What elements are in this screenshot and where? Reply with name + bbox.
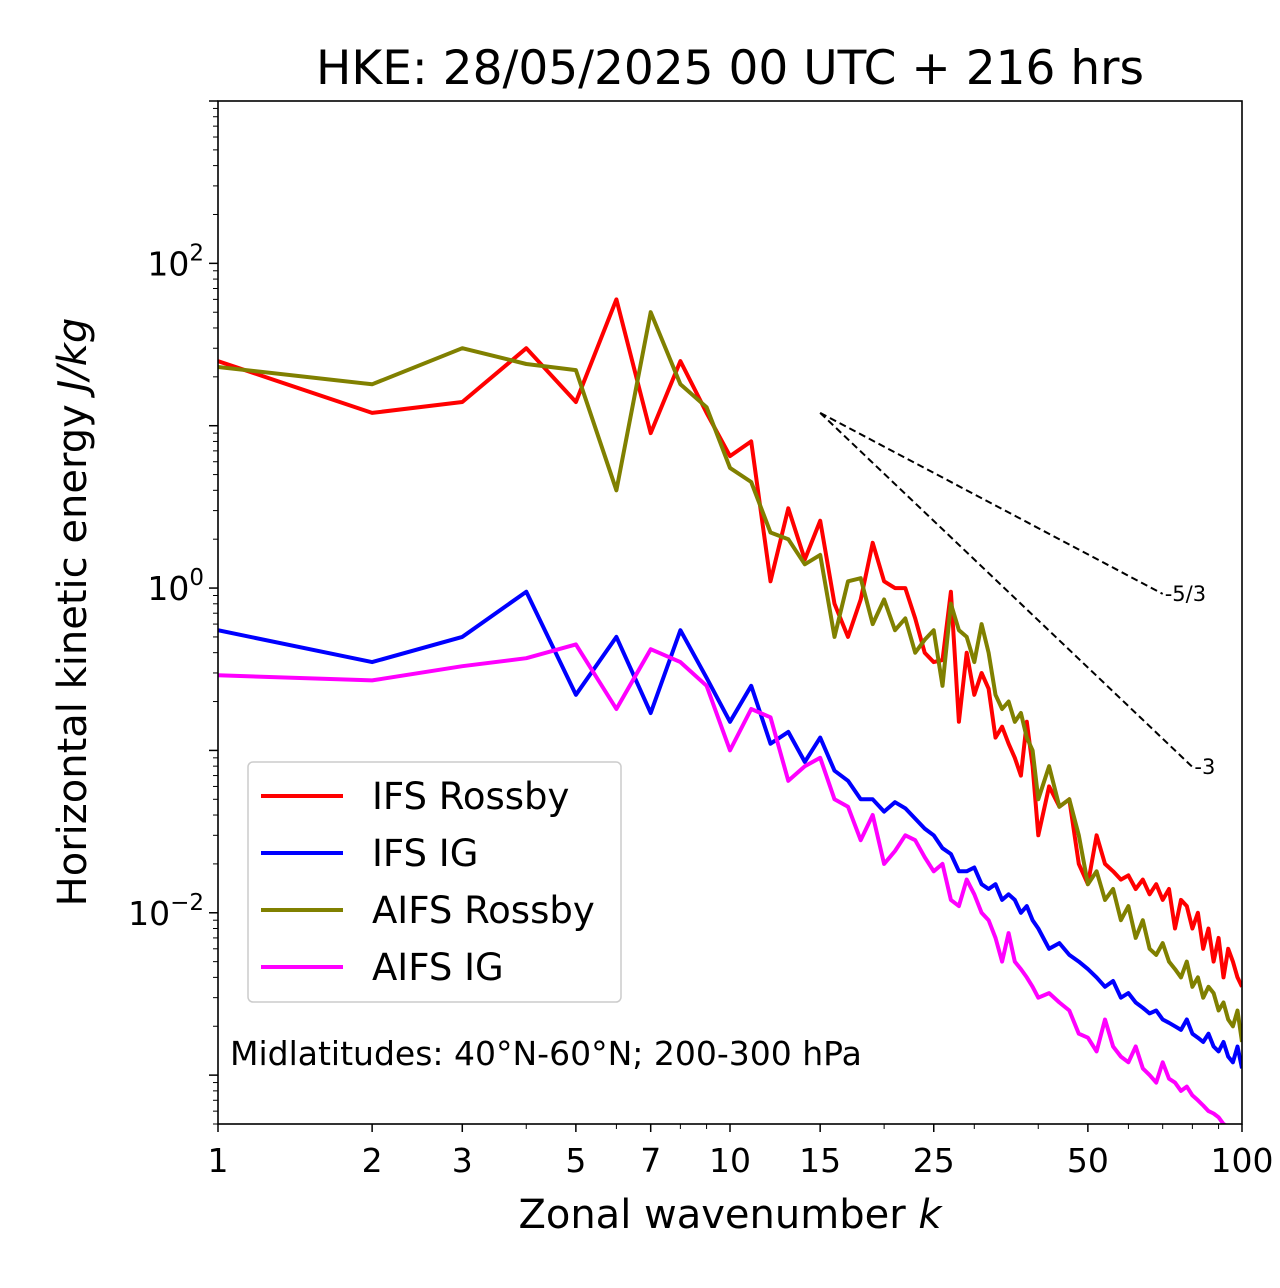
legend-label-2: AIFS Rossby (372, 889, 595, 932)
y-tick-label: 102 (147, 240, 204, 283)
reference-line-label-1: -3 (1194, 755, 1215, 779)
series-line-1 (218, 589, 1242, 1069)
x-tick-label: 10 (709, 1141, 751, 1180)
x-tick-label: 25 (913, 1141, 955, 1180)
y-tick-base: 10 (147, 569, 189, 608)
series-line-0 (218, 297, 1242, 988)
reference-line-0 (819, 411, 1164, 595)
x-tick-label: 3 (452, 1141, 473, 1180)
reference-line-label-0: -5/3 (1165, 582, 1206, 606)
y-tick-label: 100 (147, 565, 204, 608)
series-line-2 (218, 310, 1242, 1043)
x-axis-label: Zonal wavenumber (518, 1192, 906, 1238)
x-tick-label: 15 (799, 1141, 841, 1180)
legend: IFS Rossby IFS IG AIFS Rossby AIFS IG (247, 761, 622, 1003)
x-axis-title: Zonal wavenumber k (518, 1192, 943, 1238)
x-tick-label: 7 (640, 1141, 661, 1180)
x-axis-variable: k (918, 1192, 943, 1238)
legend-label-1: IFS IG (372, 832, 478, 875)
x-tick-label: 1 (208, 1141, 229, 1180)
legend-label-3: AIFS IG (372, 946, 504, 989)
y-tick-label: 10−2 (128, 890, 204, 933)
y-tick-base: 10 (147, 244, 189, 283)
plot-frame (217, 100, 1243, 1125)
chart-title: HKE: 28/05/2025 00 UTC + 216 hrs (316, 41, 1144, 96)
legend-box (247, 761, 622, 1003)
x-tick-label: 5 (565, 1141, 586, 1180)
y-axis-title: Horizontal kinetic energy J/kg (50, 318, 96, 907)
y-tick-exponent: 0 (189, 565, 204, 591)
y-tick-exponent: 2 (189, 240, 204, 266)
y-axis-label: Horizontal kinetic energy (50, 404, 96, 906)
y-tick-base: 10 (128, 894, 170, 933)
series-layer (218, 297, 1242, 1124)
region-annotation: Midlatitudes: 40°N-60°N; 200-300 hPa (230, 1034, 862, 1073)
x-tick-label: 50 (1067, 1141, 1109, 1180)
x-tick-label: 2 (362, 1141, 383, 1180)
reference-line-1 (819, 412, 1194, 768)
reference-lines: -5/3 -3 (819, 411, 1215, 779)
series-line-3 (218, 642, 1228, 1124)
x-tick-label: 100 (1211, 1141, 1274, 1180)
y-tick-exponent: −2 (170, 890, 204, 916)
legend-label-0: IFS Rossby (372, 775, 569, 818)
y-axis-unit: J/kg (50, 318, 96, 399)
